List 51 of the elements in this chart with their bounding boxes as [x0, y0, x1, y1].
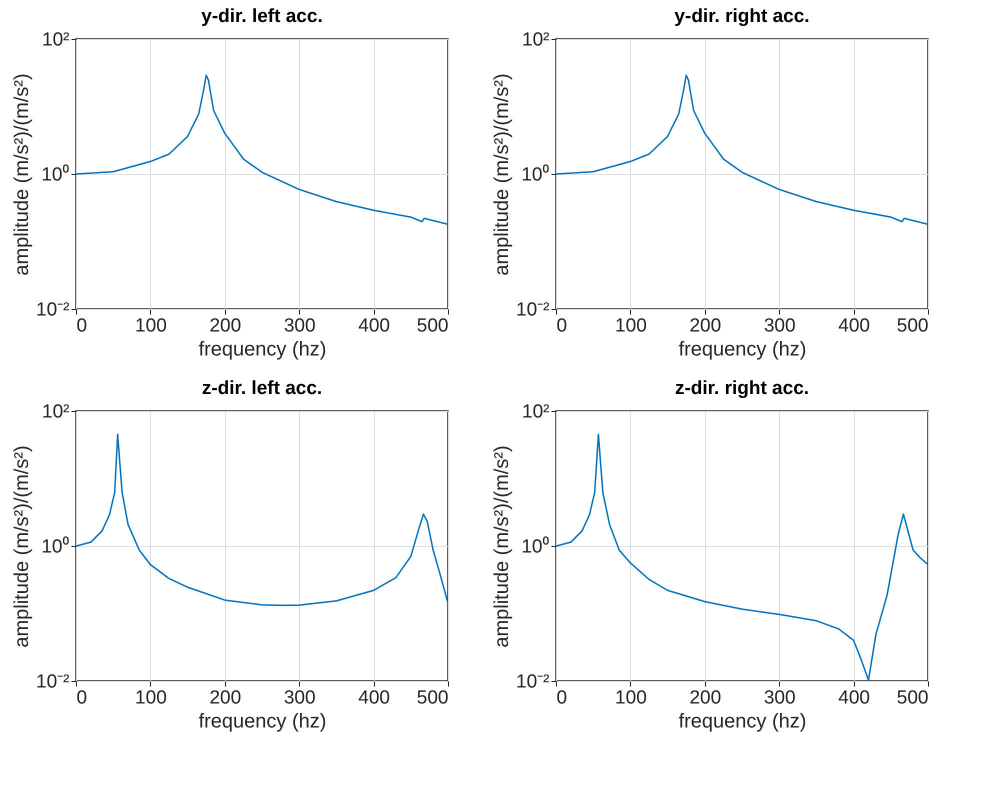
chart-title: y-dir. right acc. [674, 6, 810, 27]
x-tick-label: 500 [416, 688, 448, 708]
y-tick-label: 10⁻² [36, 672, 70, 692]
x-tick-label: 400 [358, 688, 390, 708]
y-tick-label: 10² [522, 30, 550, 50]
x-tick-label: 500 [896, 316, 928, 336]
x-tick-label: 400 [838, 688, 870, 708]
x-tick-label: 200 [209, 688, 242, 708]
x-tick-label: 200 [689, 688, 722, 708]
y-tick-label: 10² [42, 402, 70, 422]
y-axis-title: amplitude (m/s²)/(m/s²) [11, 445, 34, 648]
y-axis-title: amplitude (m/s²)/(m/s²) [491, 445, 514, 648]
y-tick-label: 10⁻² [36, 300, 70, 320]
x-tick-label: 0 [76, 316, 88, 336]
y-tick-label: 10⁰ [521, 164, 550, 186]
x-tick-label: 100 [135, 688, 167, 708]
x-tick-label: 300 [284, 688, 316, 708]
chart-title: z-dir. left acc. [202, 378, 322, 399]
y-tick-label: 10² [42, 30, 70, 50]
x-tick-label: 300 [764, 688, 796, 708]
y-tick-label: 10⁻² [516, 672, 550, 692]
x-tick-label: 200 [209, 316, 242, 336]
x-axis-title: frequency (hz) [678, 710, 806, 732]
y-tick-label: 10⁰ [41, 164, 70, 186]
y-tick-label: 10⁰ [41, 536, 70, 558]
x-axis-title: frequency (hz) [678, 338, 806, 360]
y-axis-title: amplitude (m/s²)/(m/s²) [491, 73, 514, 276]
x-tick-label: 500 [896, 688, 928, 708]
line-series [556, 74, 928, 226]
line-series [76, 434, 448, 606]
x-tick-label: 300 [284, 316, 316, 336]
x-tick-label: 0 [76, 688, 88, 708]
x-axis-title: frequency (hz) [198, 710, 326, 732]
chart-title: y-dir. left acc. [201, 6, 323, 27]
y-tick-label: 10⁻² [516, 300, 550, 320]
y-tick-label: 10⁰ [521, 536, 550, 558]
x-tick-label: 400 [838, 316, 870, 336]
x-tick-label: 200 [689, 316, 722, 336]
x-tick-label: 100 [615, 316, 647, 336]
y-axis-title: amplitude (m/s²)/(m/s²) [11, 73, 34, 276]
x-tick-label: 0 [556, 316, 568, 336]
y-tick-label: 10² [522, 402, 550, 422]
x-tick-label: 100 [135, 316, 167, 336]
x-axis-title: frequency (hz) [198, 338, 326, 360]
x-tick-label: 500 [416, 316, 448, 336]
x-tick-label: 400 [358, 316, 390, 336]
line-series [76, 74, 448, 226]
x-tick-label: 300 [764, 316, 796, 336]
chart-title: z-dir. right acc. [674, 378, 810, 399]
x-tick-label: 100 [615, 688, 647, 708]
x-tick-label: 0 [556, 688, 568, 708]
